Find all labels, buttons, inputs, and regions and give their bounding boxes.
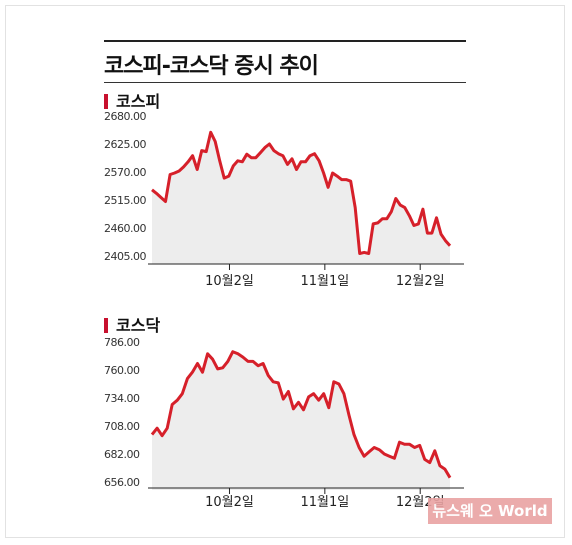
section-marker-bar — [104, 94, 108, 109]
kospi-chart: 2680.00 2625.00 2570.00 2515.00 2460.00 2405.… — [104, 110, 464, 289]
y-tick-label: 734.00 — [104, 392, 140, 405]
y-tick-label: 2625.00 — [104, 138, 146, 151]
watermark: 뉴스웨 오 World — [428, 498, 552, 524]
series-area — [152, 132, 450, 264]
kosdaq-chart: 786.00 760.00 734.00 708.00 682.00 656.00 10월2… — [104, 336, 464, 510]
x-tick-label: 10월2일 — [205, 495, 254, 510]
y-tick-label: 682.00 — [104, 448, 140, 461]
x-tick-label: 10월2일 — [205, 274, 254, 289]
y-tick-label: 760.00 — [104, 364, 140, 377]
section-marker-bar — [104, 318, 108, 333]
y-tick-label: 2680.00 — [104, 110, 146, 123]
kosdaq-section-label: 코스닥 — [104, 312, 160, 336]
y-tick-label: 2460.00 — [104, 222, 146, 235]
series-line — [151, 130, 452, 255]
title-top-rule — [104, 40, 466, 42]
kosdaq-title: 코스닥 — [116, 316, 161, 335]
x-tick-label: 11월1일 — [300, 495, 349, 510]
series-area — [152, 351, 450, 490]
title-bottom-rule — [104, 82, 466, 83]
kospi-section-label: 코스피 — [104, 88, 160, 112]
y-tick-label: 2515.00 — [104, 194, 146, 207]
y-tick-label: 786.00 — [104, 336, 140, 349]
kospi-title: 코스피 — [116, 92, 161, 111]
page-title: 코스피-코스닥 증시 추이 — [104, 54, 319, 79]
y-tick-label: 656.00 — [104, 476, 140, 489]
y-tick-label: 2570.00 — [104, 166, 146, 179]
x-tick-label: 11월1일 — [300, 274, 349, 289]
y-tick-label: 2405.00 — [104, 250, 146, 263]
x-tick-label: 12월2일 — [396, 274, 445, 289]
series-line — [150, 350, 452, 479]
y-tick-label: 708.00 — [104, 420, 140, 433]
